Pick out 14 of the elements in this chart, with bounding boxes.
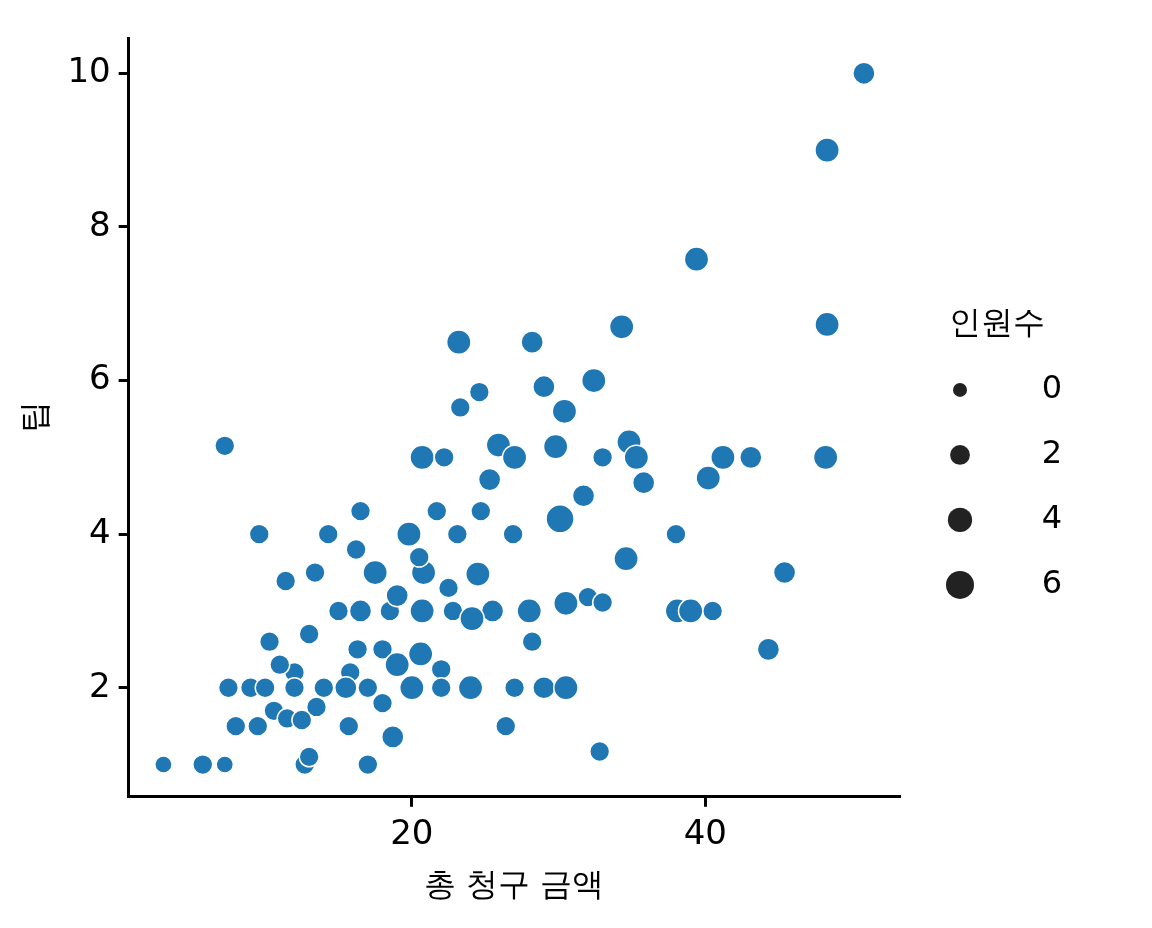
y-tick-label: 4 [89,510,111,551]
y-tick-label: 2 [89,664,111,705]
x-tick-label: 40 [683,812,727,853]
legend-label: 2 [1041,433,1063,472]
y-tick-label: 8 [89,203,111,244]
y-axis-title: 팁 [14,401,53,434]
y-tick-label: 10 [67,50,111,91]
x-tick-label: 20 [390,812,434,853]
y-tick-label: 6 [89,357,111,398]
legend-label: 4 [1041,498,1063,537]
legend-label: 6 [1041,563,1063,602]
legend-label: 0 [1041,368,1063,407]
legend-title: 인원수 [949,303,1045,342]
x-axis-title: 총 청구 금액 [423,865,604,904]
